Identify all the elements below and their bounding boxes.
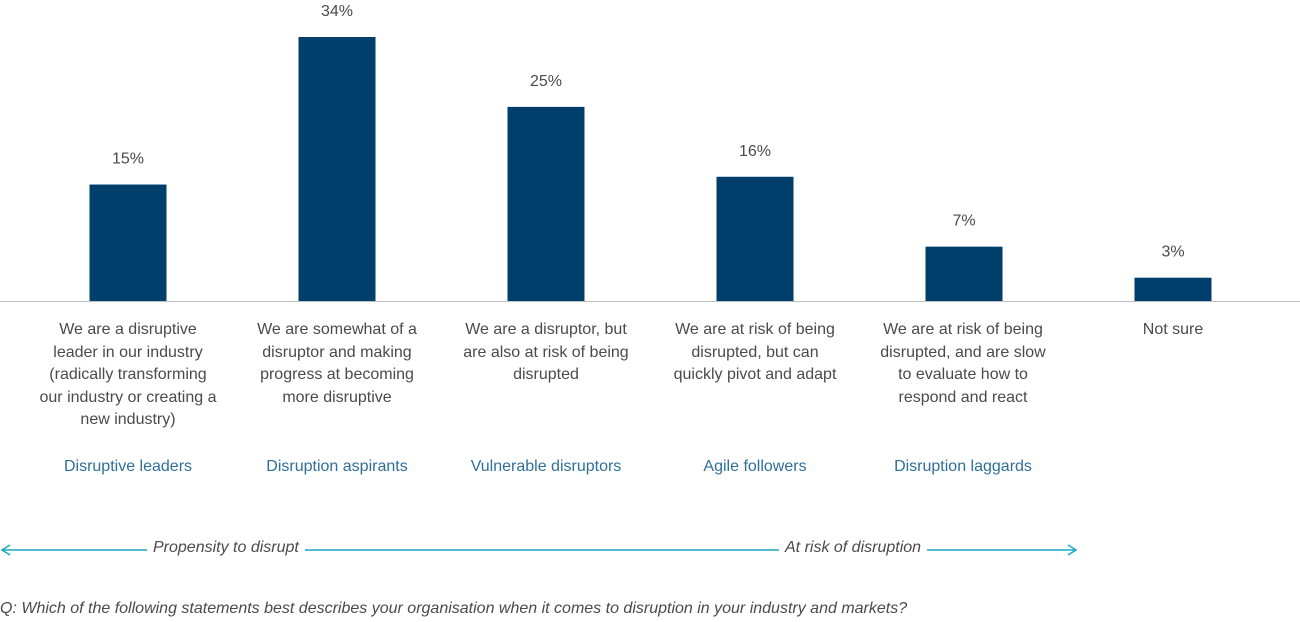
arrow-head-left-icon — [0, 544, 11, 556]
category-label-4: We are at risk of being disrupted, and a… — [880, 321, 1046, 406]
bar-3 — [716, 176, 794, 301]
bar-value-label-1: 34% — [321, 3, 353, 20]
segment-label-4: Disruption laggards — [894, 458, 1032, 475]
bar-2 — [507, 106, 585, 301]
category-label-0: We are a disruptive leader in our indust… — [39, 321, 217, 428]
segment-label-1: Disruption aspirants — [266, 458, 408, 475]
category-label-2: We are a disruptor, but are also at risk… — [463, 321, 629, 383]
arrow-head-right-icon — [1067, 544, 1078, 556]
bar-value-label-5: 3% — [1161, 244, 1184, 261]
category-label-3: We are at risk of being disrupted, but c… — [673, 321, 837, 383]
bar-5 — [1134, 277, 1212, 301]
propensity-to-disrupt-label: Propensity to disrupt — [147, 539, 305, 557]
category-label-1: We are somewhat of a disruptor and makin… — [257, 321, 417, 406]
bar-value-label-2: 25% — [530, 73, 562, 90]
bar-1 — [298, 37, 376, 301]
bar-value-label-3: 16% — [739, 143, 771, 160]
category-label-5: Not sure — [1142, 321, 1204, 338]
segment-label-2: Vulnerable disruptors — [470, 458, 622, 475]
bar-value-label-0: 15% — [112, 151, 144, 168]
segment-label-0: Disruptive leaders — [63, 458, 193, 475]
at-risk-of-disruption-label: At risk of disruption — [779, 539, 928, 557]
bar-0 — [89, 184, 167, 301]
survey-question: Q: Which of the following statements bes… — [0, 600, 908, 617]
bar-value-label-4: 7% — [952, 213, 975, 230]
bar-4 — [925, 246, 1003, 301]
segment-label-3: Agile followers — [703, 458, 807, 475]
